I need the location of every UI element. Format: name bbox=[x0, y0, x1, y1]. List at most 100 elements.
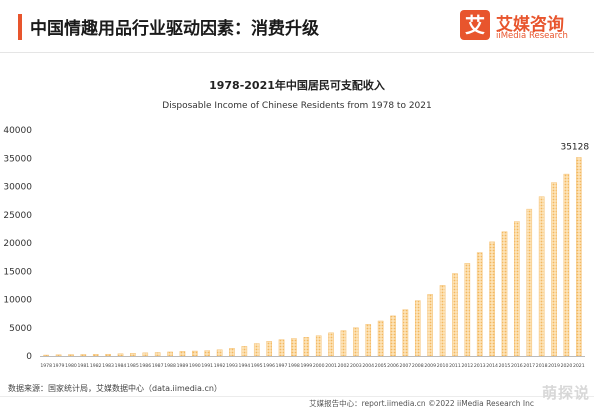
bar-2016 bbox=[514, 221, 520, 357]
x-tick-label: 1996 bbox=[263, 363, 275, 369]
bar-1987 bbox=[154, 352, 161, 357]
bar-1991 bbox=[204, 350, 211, 357]
x-tick-label: 1984 bbox=[115, 363, 127, 369]
x-tick-label: 2021 bbox=[573, 363, 585, 369]
logo-name-en: iiMedia Research bbox=[496, 31, 568, 41]
x-tick-label: 2011 bbox=[449, 363, 461, 369]
x-tick-label: 2009 bbox=[424, 363, 436, 369]
x-tick-label: 2006 bbox=[387, 363, 399, 369]
y-tick-label: 0 bbox=[26, 352, 32, 362]
x-tick-label: 2018 bbox=[536, 363, 548, 369]
watermark-text: 萌探说 bbox=[541, 384, 590, 402]
title-accent-bar bbox=[18, 14, 22, 40]
x-tick-label: 1978 bbox=[40, 363, 52, 369]
bar-1986 bbox=[142, 352, 149, 357]
y-tick-label: 5000 bbox=[9, 324, 32, 334]
chart-title: 1978-2021年中国居民可支配收入 bbox=[209, 78, 385, 92]
bar-1995 bbox=[253, 343, 260, 357]
bar-1997 bbox=[278, 339, 285, 357]
iimedia-logo: 艾 艾媒咨询 iiMedia Research bbox=[460, 8, 580, 48]
bar-1979 bbox=[55, 354, 62, 357]
bar-2008 bbox=[414, 300, 421, 357]
y-tick-label: 25000 bbox=[3, 211, 32, 221]
x-tick-label: 2020 bbox=[561, 363, 573, 369]
data-source-note: 数据来源：国家统计局，艾媒数据中心（data.iimedia.cn） bbox=[8, 384, 222, 393]
x-tick-label: 1980 bbox=[65, 363, 77, 369]
footer-copyright: 艾媒报告中心：report.iimedia.cn ©2022 iiMedia R… bbox=[309, 399, 534, 408]
bar-2002 bbox=[340, 330, 347, 357]
bar-1980 bbox=[68, 354, 74, 357]
x-tick-label: 1986 bbox=[139, 363, 151, 369]
bar-2006 bbox=[390, 315, 396, 357]
x-tick-label: 1983 bbox=[102, 363, 114, 369]
x-tick-label: 1991 bbox=[201, 363, 213, 369]
bar-2005 bbox=[377, 320, 384, 357]
bar-2021 bbox=[576, 157, 582, 357]
bar-2018 bbox=[538, 196, 545, 357]
bar-2001 bbox=[328, 332, 334, 357]
bar-1992 bbox=[216, 349, 223, 357]
x-tick-label: 1988 bbox=[164, 363, 176, 369]
x-tick-label: 1993 bbox=[226, 363, 238, 369]
y-tick-label: 35000 bbox=[3, 154, 32, 164]
bar-1989 bbox=[179, 351, 186, 357]
bar-2003 bbox=[353, 327, 359, 357]
x-tick-label: 1981 bbox=[77, 363, 89, 369]
logo-name-cn: 艾媒咨询 bbox=[496, 15, 564, 35]
bar-2012 bbox=[464, 263, 471, 357]
chart-subtitle: Disposable Income of Chinese Residents f… bbox=[162, 101, 431, 111]
x-tick-label: 1989 bbox=[177, 363, 189, 369]
y-tick-label: 20000 bbox=[3, 239, 32, 249]
x-tick-label: 1998 bbox=[288, 363, 300, 369]
y-tick-label: 10000 bbox=[3, 296, 32, 306]
x-tick-label: 2014 bbox=[486, 363, 498, 369]
bar-2020 bbox=[563, 173, 570, 357]
header-divider bbox=[0, 52, 594, 53]
bar-2013 bbox=[476, 252, 483, 357]
page-title: 中国情趣用品行业驱动因素：消费升级 bbox=[30, 19, 319, 39]
x-tick-label: 2000 bbox=[313, 363, 325, 369]
x-tick-label: 2001 bbox=[325, 363, 337, 369]
bar-1999 bbox=[303, 337, 310, 357]
bar-1985 bbox=[130, 353, 136, 357]
bar-1981 bbox=[80, 354, 87, 357]
x-tick-label: 1995 bbox=[251, 363, 263, 369]
bar-1990 bbox=[192, 350, 198, 357]
y-tick-label: 15000 bbox=[3, 267, 32, 277]
x-tick-label: 1997 bbox=[276, 363, 288, 369]
x-tick-label: 2013 bbox=[474, 363, 486, 369]
y-tick-label: 30000 bbox=[3, 183, 32, 193]
x-tick-label: 1987 bbox=[152, 363, 164, 369]
x-tick-label: 1994 bbox=[239, 363, 251, 369]
x-tick-label: 2004 bbox=[362, 363, 374, 369]
bar-2015 bbox=[501, 231, 508, 357]
bar-2004 bbox=[365, 324, 372, 357]
x-tick-label: 2012 bbox=[461, 363, 473, 369]
bar-2017 bbox=[526, 208, 533, 357]
income-bar-chart: 1978-2021年中国居民可支配收入 Disposable Income of… bbox=[3, 78, 589, 369]
bar-2010 bbox=[439, 285, 446, 357]
bar-1982 bbox=[92, 354, 99, 357]
x-tick-label: 2008 bbox=[412, 363, 424, 369]
bar-2014 bbox=[489, 241, 495, 357]
x-tick-label: 1990 bbox=[189, 363, 201, 369]
bar-1984 bbox=[117, 353, 124, 357]
x-tick-label: 1999 bbox=[300, 363, 312, 369]
x-tick-label: 2019 bbox=[548, 363, 560, 369]
x-tick-label: 2005 bbox=[375, 363, 387, 369]
bar-2011 bbox=[452, 273, 458, 357]
x-tick-label: 2015 bbox=[499, 363, 511, 369]
x-tick-label: 1979 bbox=[53, 363, 65, 369]
bar-2009 bbox=[427, 294, 433, 357]
bar-1996 bbox=[266, 341, 272, 357]
x-tick-label: 1992 bbox=[214, 363, 226, 369]
bar-1998 bbox=[291, 338, 297, 357]
bar-2019 bbox=[551, 182, 557, 357]
y-tick-label: 40000 bbox=[3, 126, 32, 136]
x-tick-label: 2010 bbox=[437, 363, 449, 369]
x-tick-label: 2007 bbox=[400, 363, 412, 369]
bar-1993 bbox=[229, 348, 235, 357]
data-label-2021: 35128 bbox=[560, 143, 589, 153]
x-tick-label: 2017 bbox=[523, 363, 535, 369]
x-tick-label: 2002 bbox=[338, 363, 350, 369]
